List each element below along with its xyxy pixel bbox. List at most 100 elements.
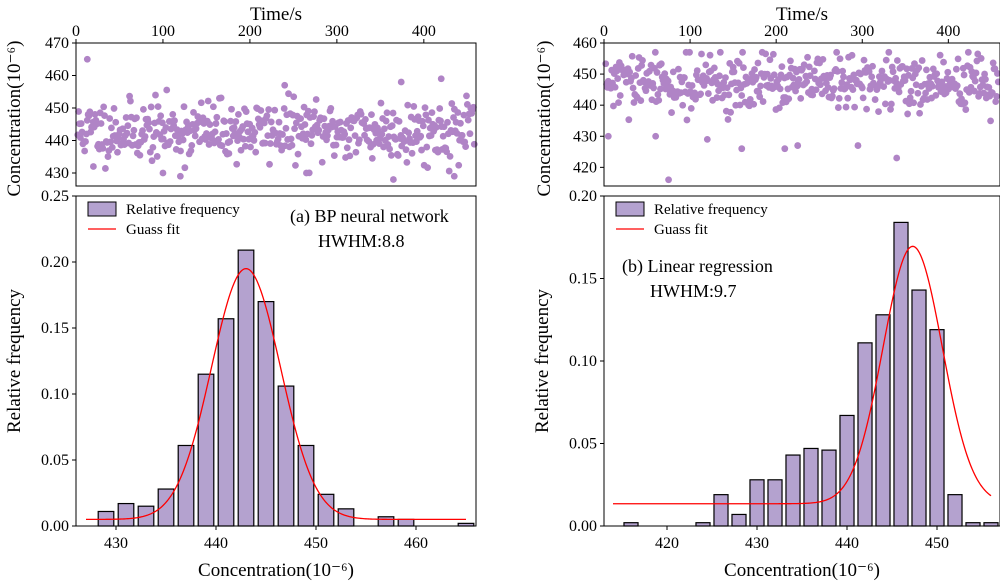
histogram-bar xyxy=(911,289,927,527)
scatter-point xyxy=(410,103,418,110)
scatter-point xyxy=(351,132,359,140)
scatter-point xyxy=(385,133,393,140)
scatter-point xyxy=(191,132,199,140)
scatter-point xyxy=(830,85,838,93)
top-y-tick-label: 450 xyxy=(45,100,69,117)
scatter-point xyxy=(816,81,824,89)
scatter-point xyxy=(781,145,789,153)
scatter-point xyxy=(962,106,970,113)
scatter-point xyxy=(806,72,814,80)
histogram-bar xyxy=(297,444,315,527)
top-x-tick-label: 200 xyxy=(764,23,788,40)
scatter-point xyxy=(977,55,985,62)
scatter-point xyxy=(722,74,729,82)
scatter-point xyxy=(638,62,646,69)
scatter-point xyxy=(190,108,197,116)
scatter-point xyxy=(824,84,832,91)
histogram-bar xyxy=(237,249,255,527)
scatter-point xyxy=(628,52,636,60)
scatter-point xyxy=(860,56,868,64)
scatter-point xyxy=(209,103,217,111)
scatter-point xyxy=(766,56,774,64)
scatter-point xyxy=(119,125,127,133)
scatter-point xyxy=(389,109,397,117)
scatter-point xyxy=(378,130,386,138)
legend-label: Guass fit xyxy=(126,222,181,238)
scatter-point xyxy=(141,133,149,140)
histogram-bar xyxy=(177,444,195,527)
scatter-point xyxy=(754,59,762,67)
scatter-point xyxy=(127,97,134,105)
scatter-point xyxy=(222,130,230,137)
scatter-point xyxy=(97,120,105,127)
scatter-point xyxy=(324,132,331,140)
scatter-point xyxy=(418,146,425,154)
scatter-point xyxy=(402,146,410,154)
scatter-point xyxy=(652,132,660,140)
scatter-point xyxy=(388,122,396,130)
scatter-point xyxy=(408,149,416,157)
scatter-point xyxy=(428,109,436,117)
scatter-point xyxy=(657,85,664,93)
scatter-point xyxy=(846,76,854,84)
scatter-point xyxy=(797,94,805,102)
scatter-point xyxy=(859,94,867,102)
scatter-point xyxy=(692,95,699,103)
scatter-point xyxy=(904,110,912,118)
scatter-point xyxy=(386,145,394,153)
scatter-point xyxy=(703,135,711,143)
scatter-point xyxy=(833,48,841,56)
scatter-point xyxy=(230,124,238,131)
scatter-point xyxy=(668,109,675,116)
hist-x-tick-label: 450 xyxy=(925,535,949,552)
hist-y-axis-label: Relative frequency xyxy=(4,288,25,433)
top-y-tick-label: 430 xyxy=(45,165,69,182)
scatter-point xyxy=(611,83,619,91)
scatter-point xyxy=(776,85,784,93)
scatter-point xyxy=(614,75,622,82)
scatter-point xyxy=(424,164,432,172)
scatter-point xyxy=(706,51,714,59)
scatter-point xyxy=(626,68,634,76)
scatter-point xyxy=(869,62,876,70)
scatter-point xyxy=(716,72,723,80)
scatter-point xyxy=(139,127,146,135)
scatter-point xyxy=(730,68,738,76)
scatter-point xyxy=(100,103,108,111)
histogram-bar xyxy=(803,447,819,527)
scatter-point xyxy=(865,68,873,75)
scatter-point xyxy=(290,93,298,101)
scatter-point xyxy=(686,48,693,56)
histogram-bar xyxy=(749,479,765,527)
histogram-bar xyxy=(785,454,801,527)
scatter-point xyxy=(940,58,947,66)
scatter-point xyxy=(162,124,170,131)
scatter-point xyxy=(285,90,292,98)
scatter-point xyxy=(147,103,155,111)
hist-y-tick-label: 0.05 xyxy=(41,452,69,469)
scatter-point xyxy=(171,117,178,125)
scatter-point xyxy=(282,124,290,132)
scatter-point xyxy=(203,130,210,137)
hist-frame xyxy=(75,195,477,527)
scatter-point xyxy=(149,143,157,151)
gauss-fit-line xyxy=(613,245,992,505)
scatter-point xyxy=(267,118,275,126)
scatter-point xyxy=(956,90,964,98)
scatter-point xyxy=(834,104,842,111)
scatter-point xyxy=(616,92,624,99)
scatter-point xyxy=(912,81,920,89)
scatter-point xyxy=(202,136,209,143)
scatter-point xyxy=(735,59,743,67)
scatter-point xyxy=(742,73,750,81)
scatter-point xyxy=(413,127,421,135)
scatter-point xyxy=(805,63,813,71)
scatter-point xyxy=(389,176,397,183)
scatter-point xyxy=(302,136,310,143)
scatter-point xyxy=(994,70,1000,77)
top-y-tick-label: 470 xyxy=(45,35,69,52)
scatter-point xyxy=(661,70,669,78)
scatter-point xyxy=(154,103,162,111)
scatter-point xyxy=(740,64,747,71)
